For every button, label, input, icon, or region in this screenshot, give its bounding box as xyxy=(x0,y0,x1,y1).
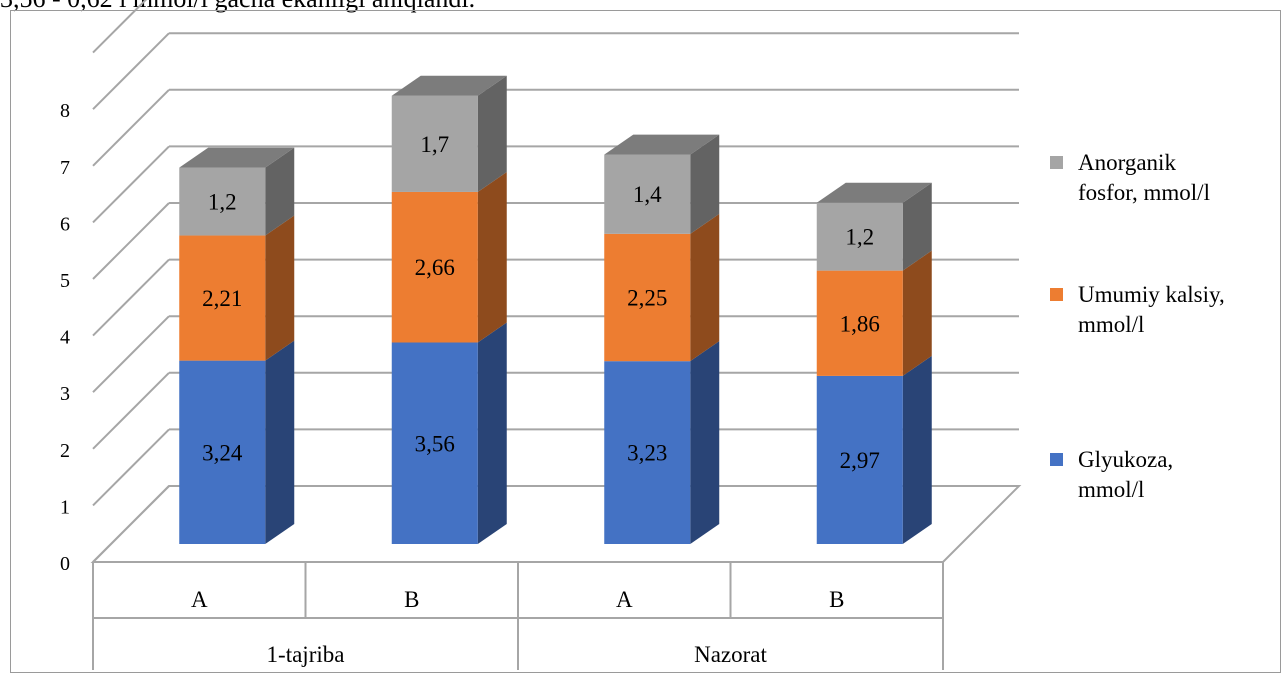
x-tick-label: B xyxy=(404,587,419,612)
bar-side-face xyxy=(265,215,295,361)
floor xyxy=(90,485,1022,563)
x-tick-label: A xyxy=(191,587,208,612)
bar-segment xyxy=(391,95,478,192)
bar-side-face xyxy=(902,182,932,271)
y-tick-label: 8 xyxy=(60,100,70,122)
bar-side-face xyxy=(477,322,507,544)
bar-data-label: 3,56 xyxy=(415,431,455,456)
axes: 0 1 2 3 4 5 6 7 8 A B A B 1-tajriba Nazorat xyxy=(60,100,944,670)
legend-label: Anorganik xyxy=(1078,150,1176,175)
gridline-side xyxy=(92,315,170,393)
bar-data-label: 1,4 xyxy=(633,182,662,207)
gridline-side xyxy=(92,202,170,280)
gridline-side xyxy=(92,32,170,110)
bar-data-label: 1,2 xyxy=(208,190,237,215)
bar-side-face xyxy=(265,340,295,544)
y-tick-label: 5 xyxy=(60,270,70,292)
bar-side-face xyxy=(690,341,720,544)
x-tick-label: A xyxy=(616,587,633,612)
y-tick-label: 2 xyxy=(60,440,70,462)
y-tick-label: 1 xyxy=(60,496,70,518)
bar-segment xyxy=(179,360,266,544)
legend-label: mmol/l xyxy=(1078,477,1144,502)
bar-segment xyxy=(604,361,691,544)
bar-side-face xyxy=(477,75,507,192)
gridline-side xyxy=(92,145,170,224)
gridline-side xyxy=(92,258,170,337)
bar-segment xyxy=(816,375,903,544)
legend-swatch xyxy=(1050,288,1063,301)
y-tick-label: 7 xyxy=(60,157,70,179)
bar-segment xyxy=(816,270,903,376)
y-tick-label: 3 xyxy=(60,383,70,405)
chart-frame xyxy=(10,10,1281,673)
bar-side-face xyxy=(477,171,507,343)
legend-label: Umumiy kalsiy, xyxy=(1078,282,1225,307)
bar-data-label: 1,7 xyxy=(420,132,449,157)
bar-segment xyxy=(604,154,691,234)
bar-data-label: 1,86 xyxy=(840,311,880,336)
bar-data-label: 2,66 xyxy=(415,255,455,280)
bar-side-face xyxy=(902,355,932,544)
bar-segment xyxy=(391,342,478,544)
bar-segment xyxy=(391,191,478,343)
bar-side-face xyxy=(690,134,720,234)
gridline-side xyxy=(92,428,170,507)
header-text: 3,56 - 0,62 l mmol/l gacha ekanligi aniq… xyxy=(0,0,475,14)
bar-side-face xyxy=(902,250,932,376)
legend-label: Glyukoza, xyxy=(1078,447,1173,472)
legend-swatch xyxy=(1050,156,1063,169)
legend: Anorganik fosfor, mmol/l Umumiy kalsiy, mmo… xyxy=(1050,150,1225,502)
y-tick-label: 0 xyxy=(60,553,70,575)
bar-top-face xyxy=(179,147,295,168)
x-group-label: 1-tajriba xyxy=(267,642,345,667)
bar-segment xyxy=(179,167,266,236)
y-tick-label: 4 xyxy=(60,327,70,349)
legend-label: fosfor, mmol/l xyxy=(1078,180,1210,205)
bar-segment xyxy=(604,233,691,362)
bar-data-label: 2,97 xyxy=(840,448,880,473)
bar-data-label: 2,25 xyxy=(627,286,667,311)
bar-side-face xyxy=(265,147,295,236)
x-tick-label: B xyxy=(829,587,844,612)
x-group-label: Nazorat xyxy=(694,642,767,667)
bars: 3,24 2,21 1,2 3,56 2,66 1,7 3,23 2,25 1,4 2,97 1,8… xyxy=(179,75,932,544)
bar-top-face xyxy=(604,134,720,155)
wall-top-side xyxy=(92,0,148,54)
legend-swatch xyxy=(1050,453,1063,466)
gridline-side xyxy=(92,89,170,167)
legend-label: mmol/l xyxy=(1078,312,1144,337)
bar-side-face xyxy=(690,213,720,362)
bar-data-label: 3,23 xyxy=(627,441,667,466)
bar-segment xyxy=(816,202,903,271)
bar-top-face xyxy=(391,75,507,96)
bar-data-label: 3,24 xyxy=(202,440,243,465)
bar-segment xyxy=(179,235,266,361)
y-tick-label: 6 xyxy=(60,213,70,235)
bar-data-label: 2,21 xyxy=(202,286,242,311)
gridline-side xyxy=(92,372,170,450)
bar-top-face xyxy=(816,182,932,203)
bar-data-label: 1,2 xyxy=(845,225,874,250)
